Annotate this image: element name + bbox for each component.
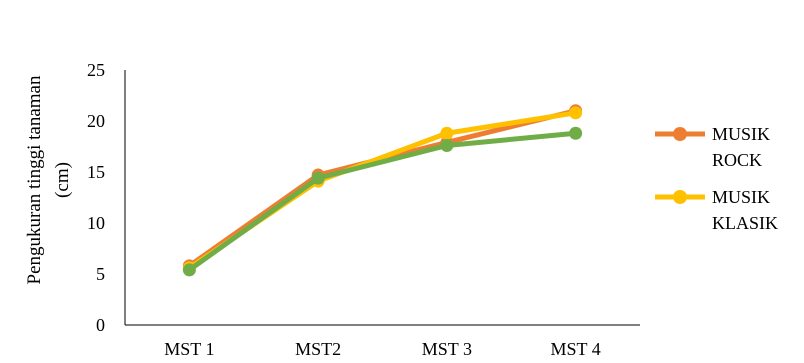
- x-tick-label: MST 3: [422, 339, 472, 359]
- y-tick-label: 10: [87, 213, 105, 233]
- y-tick-label: 20: [87, 111, 105, 131]
- series-1: [182, 106, 583, 275]
- legend-marker: [673, 190, 687, 204]
- y-axis-label-line: Pengukuran tinggi tanaman: [24, 75, 45, 284]
- legend: MUSIK ROCK MUSIK KLASIK: [655, 124, 778, 233]
- data-point: [182, 263, 196, 277]
- data-point: [311, 171, 325, 185]
- data-point: [569, 106, 583, 120]
- legend-label-line: MUSIK: [712, 187, 770, 207]
- y-tick-label: 0: [96, 315, 105, 335]
- x-tick-label: MST 4: [551, 339, 601, 359]
- series-2: [182, 126, 583, 277]
- series-line: [186, 108, 579, 269]
- legend-item: MUSIK KLASIK: [655, 187, 778, 233]
- legend-label-line: MUSIK: [712, 124, 770, 144]
- legend-item: MUSIK ROCK: [655, 124, 770, 170]
- y-tick-label: 25: [87, 60, 105, 80]
- x-tick-label: MST2: [295, 339, 341, 359]
- y-tick-label: 5: [96, 264, 105, 284]
- y-tick-label: 15: [87, 162, 105, 182]
- data-point: [569, 126, 583, 140]
- y-axis-label-line: (cm): [52, 162, 73, 198]
- y-axis-label: Pengukuran tinggi tanaman (cm): [24, 75, 73, 284]
- y-tick-labels: 0 5 10 15 20 25: [87, 60, 105, 335]
- data-point: [440, 138, 454, 152]
- x-tick-labels: MST 1 MST2 MST 3 MST 4: [164, 339, 600, 359]
- x-tick-label: MST 1: [164, 339, 214, 359]
- data-point: [440, 126, 454, 140]
- legend-label-line: ROCK: [712, 150, 762, 170]
- series-lines: [182, 104, 583, 277]
- series-line: [186, 110, 579, 271]
- series-line: [186, 130, 579, 273]
- legend-marker: [673, 127, 687, 141]
- legend-label: MUSIK ROCK: [712, 124, 770, 170]
- legend-label: MUSIK KLASIK: [712, 187, 778, 233]
- series-0: [182, 104, 583, 273]
- legend-label-line: KLASIK: [712, 213, 778, 233]
- axes: [124, 70, 640, 326]
- y-axis-title: Pengukuran tinggi tanaman (cm): [24, 75, 73, 284]
